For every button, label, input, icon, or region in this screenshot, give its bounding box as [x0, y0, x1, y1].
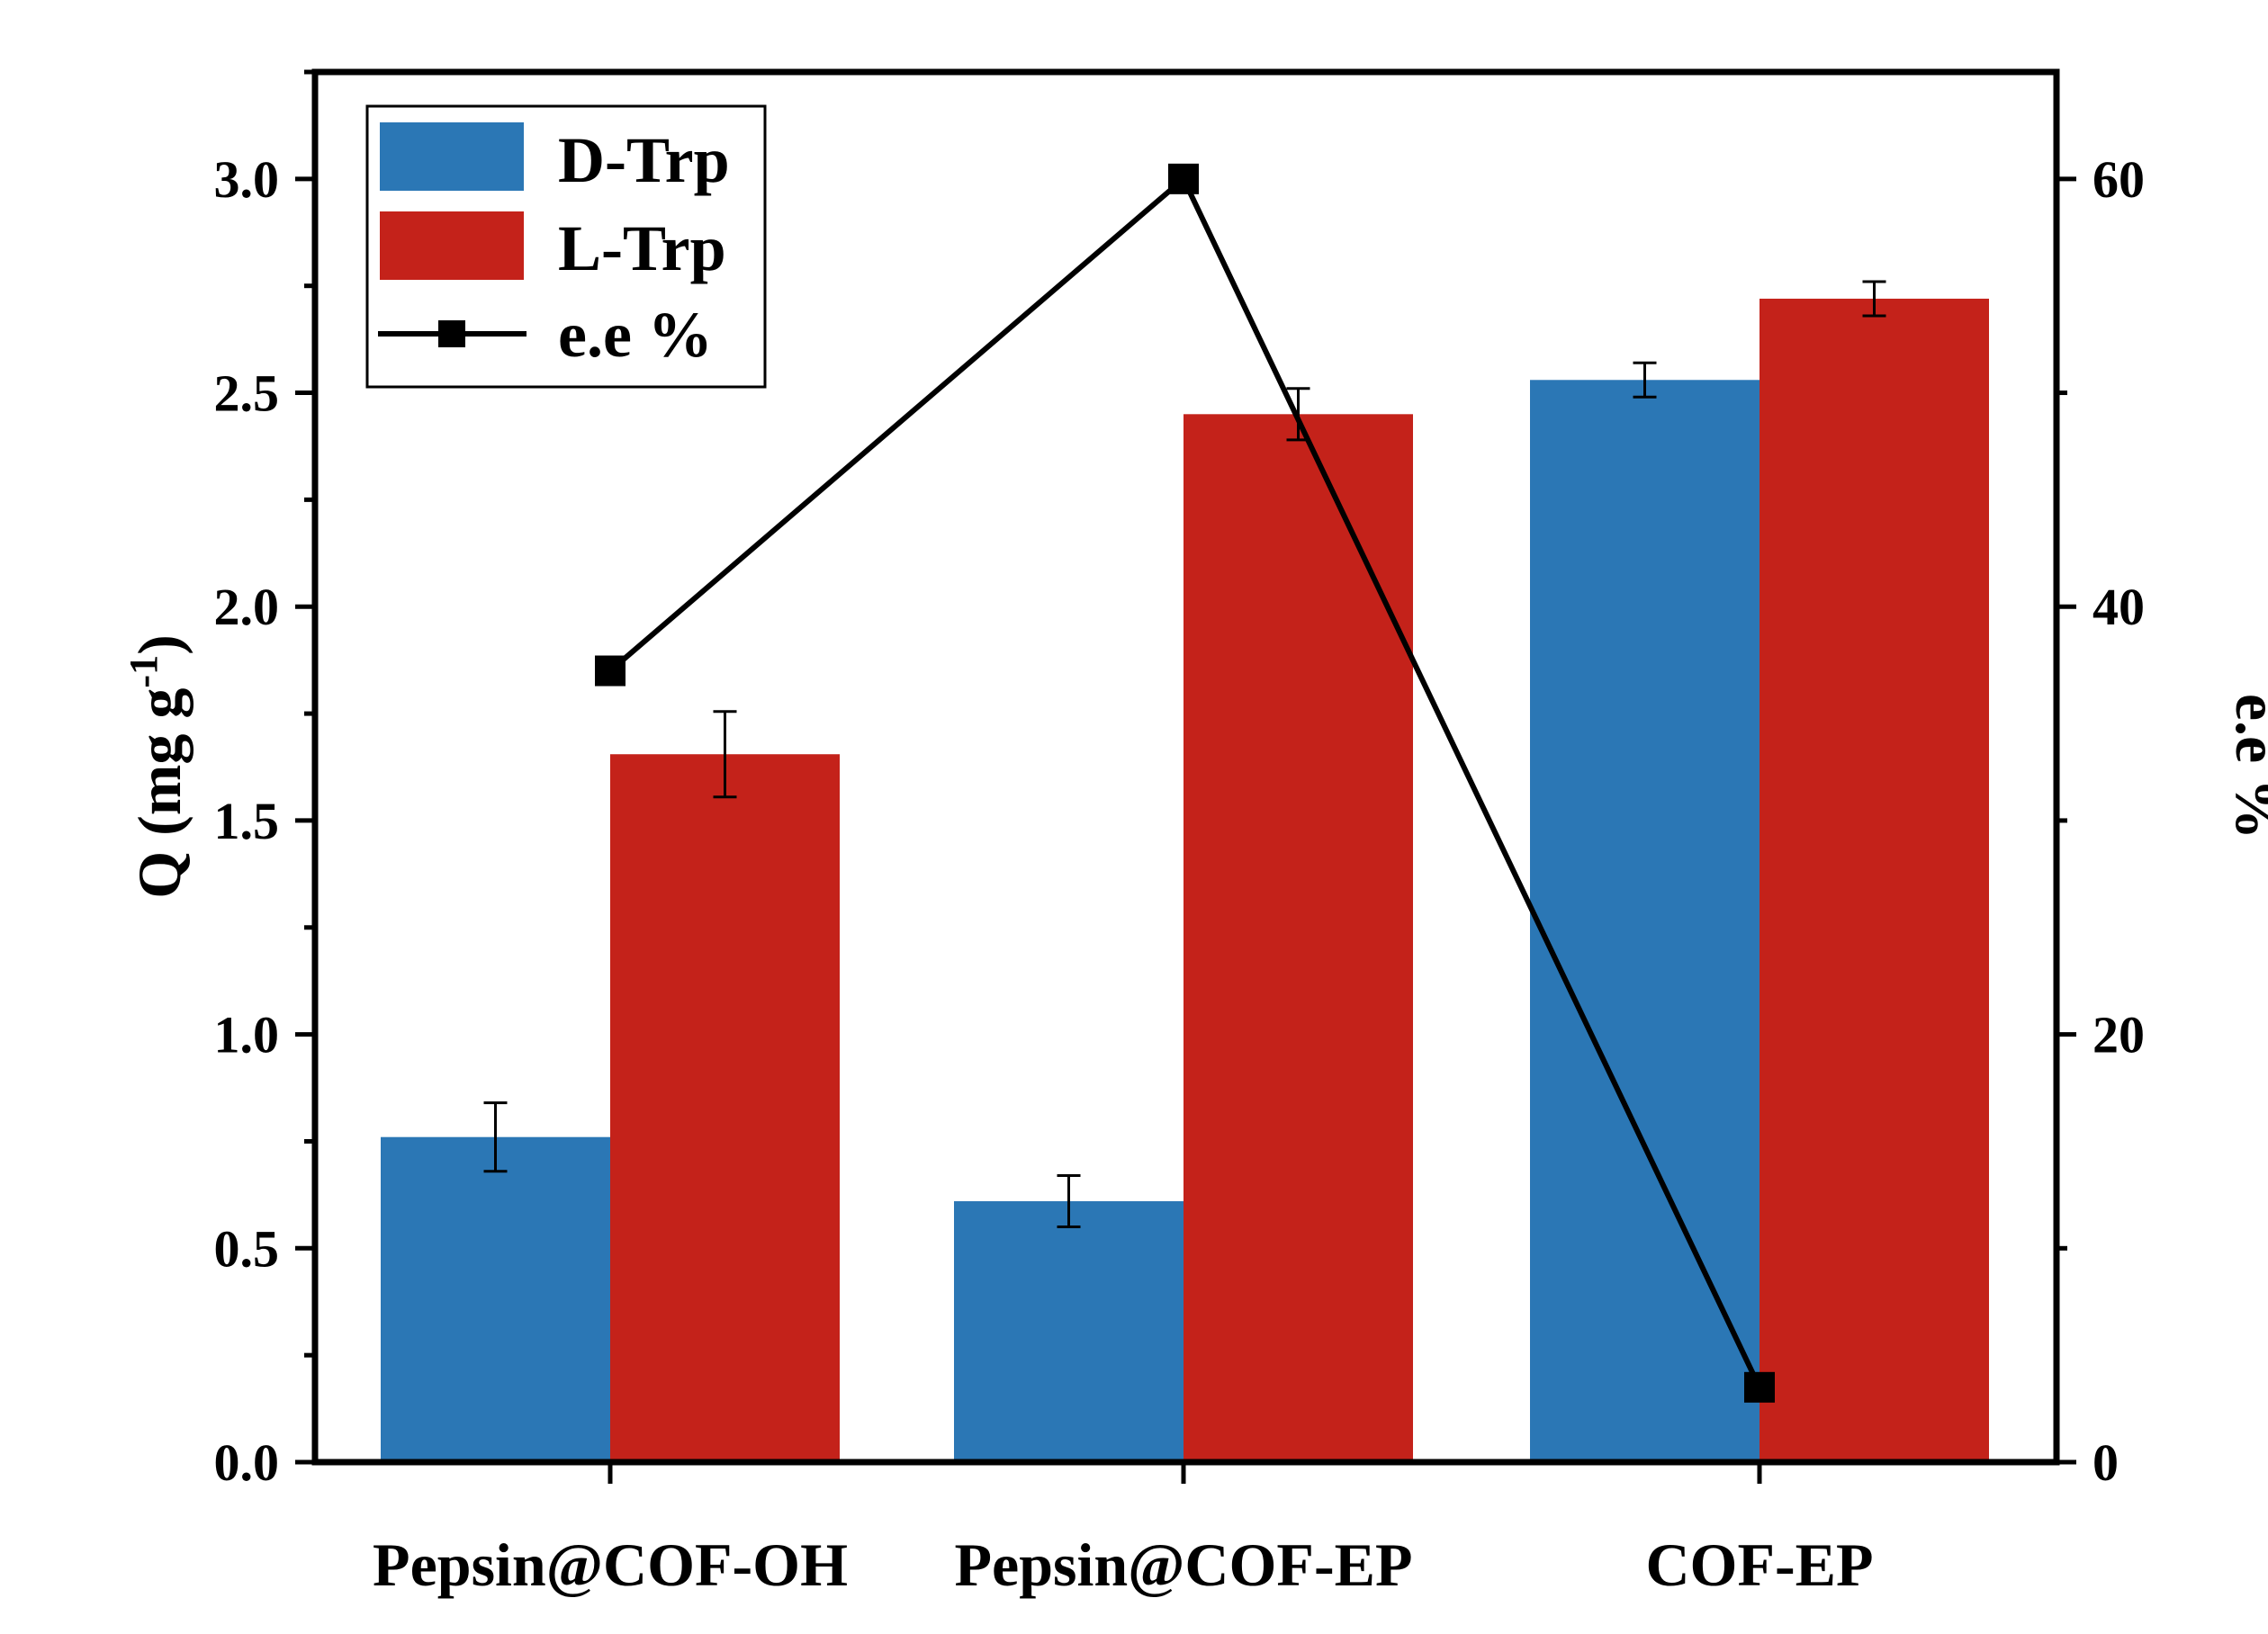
- ticks-layer: 0.0 0.5 1.0 1.5 2.0 2.5 3.0 0 20 40 60 Pepsin@COF-O…: [214, 69, 2145, 1599]
- labels-layer: Q (mg g-1) e.e %: [122, 634, 2268, 899]
- y-tick-label-1: 0.5: [214, 1219, 280, 1278]
- y-tick-label-5: 2.5: [214, 364, 280, 423]
- ee-marker-0: [595, 655, 626, 687]
- ee-marker-2: [1744, 1371, 1775, 1403]
- y-tick-label-4: 2.0: [214, 578, 280, 636]
- legend-marker-ee: [438, 320, 465, 347]
- legend-label-ee: e.e %: [558, 299, 713, 371]
- legend-label-l-trp: L-Trp: [558, 212, 726, 284]
- bar-l-trp-0: [610, 754, 840, 1462]
- y2-tick-label-0: 0: [2092, 1433, 2119, 1492]
- y2-tick-label-2: 40: [2092, 578, 2145, 636]
- bar-l-trp-1: [1184, 414, 1413, 1463]
- y-axis-title-main: Q (mg g: [125, 688, 194, 899]
- y-axis-title-sup: -1: [122, 655, 166, 688]
- bars-layer: [381, 298, 1989, 1463]
- bar-d-trp-2: [1530, 380, 1760, 1463]
- y-tick-label-3: 1.5: [214, 792, 280, 850]
- x-tick-label-0: Pepsin@COF-OH: [373, 1531, 848, 1599]
- x-tick-label-1: Pepsin@COF-EP: [954, 1531, 1412, 1599]
- y2-axis-title: e.e %: [2223, 694, 2268, 839]
- bar-d-trp-0: [381, 1136, 610, 1462]
- y-tick-label-6: 3.0: [214, 150, 280, 209]
- legend: D-Trp L-Trp e.e %: [365, 104, 767, 389]
- y-tick-label-2: 1.0: [214, 1006, 280, 1064]
- y-tick-label-0: 0.0: [214, 1433, 280, 1492]
- legend-label-d-trp: D-Trp: [558, 124, 730, 196]
- ee-marker-1: [1168, 163, 1199, 194]
- x-tick-label-2: COF-EP: [1645, 1531, 1873, 1599]
- y-axis-title: Q (mg g-1): [122, 634, 194, 899]
- legend-swatch-d-trp: [380, 122, 524, 191]
- bar-l-trp-2: [1760, 298, 1989, 1462]
- y2-tick-label-1: 20: [2092, 1006, 2145, 1064]
- y2-tick-label-3: 60: [2092, 150, 2145, 209]
- y-axis-title-close: ): [125, 634, 194, 655]
- ee-line-layer: [595, 163, 1775, 1403]
- legend-swatch-l-trp: [380, 211, 524, 280]
- bar-d-trp-1: [954, 1201, 1184, 1462]
